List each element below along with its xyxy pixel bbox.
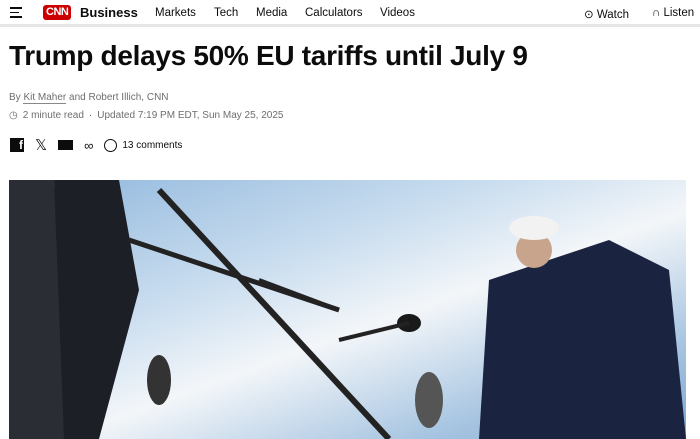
nav-calculators[interactable]: Calculators — [305, 7, 363, 19]
nav-media[interactable]: Media — [256, 7, 288, 19]
article-meta: ◷ 2 minute read · Updated 7:19 PM EDT, Sun … — [9, 110, 284, 121]
updated-time: Updated 7:19 PM EDT, Sun May 25, 2025 — [97, 110, 284, 121]
listen-label: Listen — [663, 7, 695, 19]
x-icon[interactable]: 𝕏 — [35, 137, 48, 154]
comments-count: 13 comments — [122, 139, 183, 151]
listen-button[interactable]: ∩ Listen — [652, 7, 694, 19]
headline: Trump delays 50% EU tariffs until July 9 — [9, 40, 528, 71]
photo-illustration — [9, 180, 686, 439]
headphones-icon: ∩ — [652, 7, 661, 19]
hero-photo[interactable] — [9, 180, 686, 439]
email-icon[interactable] — [58, 140, 74, 150]
clock-icon: ◷ — [9, 110, 18, 121]
section-title[interactable]: Business — [80, 5, 138, 20]
menu-icon[interactable] — [10, 7, 22, 18]
link-icon[interactable]: ∞ — [84, 137, 94, 153]
byline-rest: and Robert Illich, CNN — [69, 92, 169, 103]
share-bar: f 𝕏 ∞ 13 comments — [10, 136, 182, 154]
nav-tech[interactable]: Tech — [214, 7, 239, 19]
play-icon: ⊙ — [584, 9, 594, 21]
byline: By Kit Maher and Robert Illich, CNN — [9, 92, 169, 104]
comments-button[interactable]: 13 comments — [104, 138, 183, 152]
cnn-logo[interactable]: CNN — [43, 5, 72, 20]
nav-markets[interactable]: Markets — [155, 7, 196, 19]
byline-prefix: By — [9, 92, 21, 103]
author-link[interactable]: Kit Maher — [23, 92, 67, 104]
read-time: 2 minute read — [22, 110, 84, 121]
facebook-icon[interactable]: f — [10, 138, 24, 152]
nav-videos[interactable]: Videos — [380, 7, 415, 19]
watch-button[interactable]: ⊙ Watch — [584, 7, 629, 21]
comment-icon — [104, 138, 118, 152]
top-nav: CNN Business Markets Tech Media Calculat… — [0, 0, 700, 27]
watch-label: Watch — [596, 9, 630, 21]
